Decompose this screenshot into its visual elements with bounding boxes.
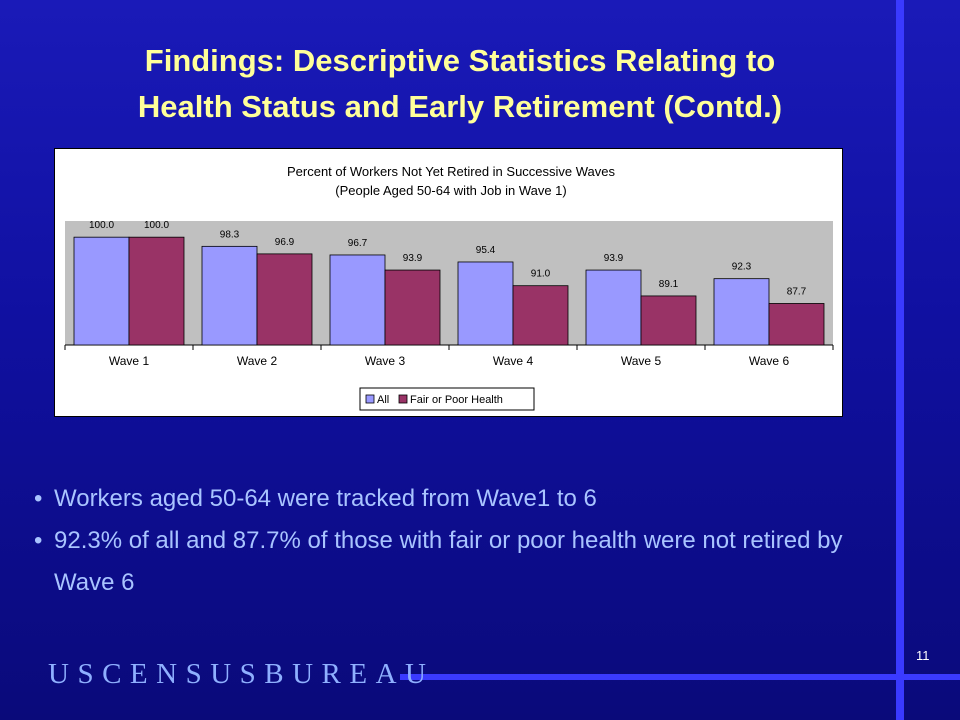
data-label-all-1: 100.0 <box>89 220 114 231</box>
chart-title: Percent of Workers Not Yet Retired in Su… <box>287 164 616 179</box>
data-label-all-6: 92.3 <box>732 262 752 273</box>
bar-all-3 <box>329 254 386 346</box>
bar-chart: Percent of Workers Not Yet Retired in Su… <box>64 164 834 411</box>
bullet-list: • Workers aged 50-64 were tracked from W… <box>34 478 874 604</box>
x-tick-label-3: Wave 3 <box>365 354 406 368</box>
x-tick-label-5: Wave 5 <box>621 354 662 368</box>
plot-area <box>65 221 833 345</box>
bullet-dot: • <box>34 485 43 512</box>
bullet-text-1: Workers aged 50-64 were tracked from Wav… <box>54 485 597 512</box>
bullet-item-1: • Workers aged 50-64 were tracked from W… <box>34 478 874 520</box>
data-label-all-3: 96.7 <box>348 238 368 249</box>
vertical-accent-line <box>896 0 904 720</box>
bars-group: 100.0 100.0 Wave 1 98.3 96.9 Wave 2 96.7 93.9 Wa… <box>64 220 834 368</box>
legend-swatch-1 <box>365 394 375 404</box>
slide-title-line1: Findings: Descriptive Statistics Relatin… <box>144 43 776 78</box>
legend-box <box>359 387 535 411</box>
bullet-dot: • <box>34 527 43 554</box>
data-label-fair-poor-5: 89.1 <box>659 279 679 290</box>
x-tick-label-4: Wave 4 <box>493 354 534 368</box>
data-label-fair-poor-6: 87.7 <box>787 286 807 297</box>
bullet-text-2: 92.3% of all and 87.7% of those with fai… <box>54 527 843 596</box>
bar-fair-poor-2 <box>256 253 313 346</box>
data-label-all-5: 93.9 <box>604 253 624 264</box>
chart-container: Percent of Workers Not Yet Retired in Su… <box>54 148 843 417</box>
chart-subtitle: (People Aged 50-64 with Job in Wave 1) <box>335 183 567 198</box>
bar-fair-poor-3 <box>384 269 441 346</box>
bar-all-5 <box>585 269 642 346</box>
bar-fair-poor-6 <box>768 303 825 346</box>
page-number: 11 <box>916 648 930 663</box>
bar-fair-poor-1 <box>128 236 185 346</box>
x-tick-label-6: Wave 6 <box>749 354 790 368</box>
census-bureau-logo: USCENSUSBUREAU <box>48 658 435 690</box>
bar-fair-poor-4 <box>512 285 569 346</box>
bar-all-1 <box>73 236 130 346</box>
data-label-all-2: 98.3 <box>220 229 240 240</box>
x-tick-label-2: Wave 2 <box>237 354 278 368</box>
data-label-fair-poor-3: 93.9 <box>403 253 423 264</box>
x-tick-label-1: Wave 1 <box>109 354 150 368</box>
legend-label-2: Fair or Poor Health <box>410 394 503 406</box>
legend-label-1: All <box>377 394 389 406</box>
chart-legend: All Fair or Poor Health <box>359 387 535 411</box>
bar-all-2 <box>201 245 258 346</box>
bar-fair-poor-5 <box>640 295 697 346</box>
data-label-all-4: 95.4 <box>476 245 496 256</box>
data-label-fair-poor-1: 100.0 <box>144 220 169 231</box>
data-label-fair-poor-4: 91.0 <box>531 269 551 280</box>
bar-all-6 <box>713 278 770 346</box>
slide-title: Findings: Descriptive Statistics Relatin… <box>40 38 880 130</box>
bar-all-4 <box>457 261 514 346</box>
bullet-item-2: • 92.3% of all and 87.7% of those with f… <box>34 520 874 604</box>
data-label-fair-poor-2: 96.9 <box>275 237 295 248</box>
legend-swatch-2 <box>398 394 408 404</box>
slide-title-line2: Health Status and Early Retirement (Cont… <box>137 89 783 124</box>
horizontal-accent-line <box>400 674 960 680</box>
